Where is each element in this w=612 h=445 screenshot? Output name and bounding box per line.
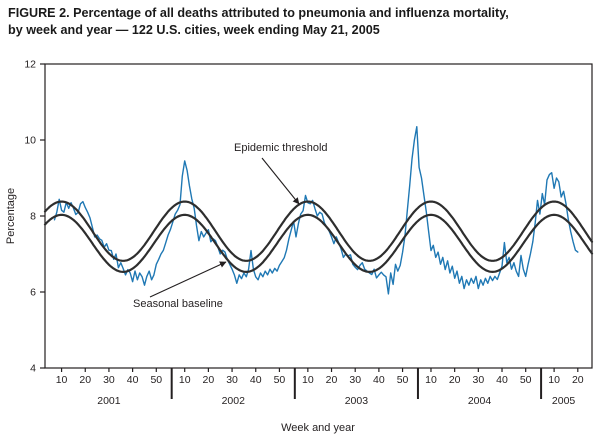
year-label: 2005 (552, 395, 576, 407)
x-tick-label: 50 (520, 374, 532, 386)
series-epidemic-threshold (43, 200, 594, 262)
y-axis-title: Percentage (5, 188, 17, 244)
data-series (43, 126, 594, 295)
figure-title-line2: by week and year — 122 U.S. cities, week… (8, 23, 380, 37)
curve-annotations: Epidemic threshold Seasonal baseline (133, 142, 328, 310)
plot-frame (44, 63, 593, 369)
epidemic-threshold-arrow (261, 157, 300, 205)
series-observed (53, 126, 579, 295)
x-tick-label: 20 (326, 374, 338, 386)
x-tick-label: 50 (274, 374, 286, 386)
y-tick-label: 8 (30, 211, 36, 223)
year-label: 2002 (222, 395, 246, 407)
y-tick-label: 12 (24, 59, 36, 71)
x-tick-label: 20 (79, 374, 91, 386)
x-tick-label: 40 (496, 374, 508, 386)
x-axis-title: Week and year (281, 422, 355, 434)
year-labels: 2001 2002 2003 2004 2005 (97, 395, 575, 407)
x-tick-label: 40 (250, 374, 262, 386)
x-tick-label: 30 (103, 374, 115, 386)
figure-title: FIGURE 2. Percentage of all deaths attri… (8, 5, 608, 39)
x-tick-label: 30 (226, 374, 238, 386)
x-tick-label: 10 (548, 374, 560, 386)
series-seasonal-baseline (43, 213, 594, 273)
seasonal-baseline-arrow (149, 261, 227, 298)
x-tick-label: 20 (572, 374, 584, 386)
x-tick-label: 50 (150, 374, 162, 386)
y-tick-label: 4 (30, 363, 36, 375)
x-tick-label: 30 (472, 374, 484, 386)
x-tick-label: 40 (373, 374, 385, 386)
x-tick-label: 30 (349, 374, 361, 386)
year-separators (170, 368, 543, 399)
x-tick-label: 20 (203, 374, 215, 386)
x-tick-label: 40 (127, 374, 139, 386)
seasonal-baseline-label: Seasonal baseline (133, 298, 223, 310)
x-axis-ticks: 10 20 30 40 50 10 20 30 40 50 10 20 30 40 50 10 20 30 40 50… (56, 368, 584, 386)
x-tick-label: 10 (302, 374, 314, 386)
y-axis-ticks: 4 6 8 10 12 (24, 59, 45, 375)
epidemic-threshold-label: Epidemic threshold (234, 142, 328, 154)
y-tick-label: 10 (24, 135, 36, 147)
year-label: 2004 (468, 395, 492, 407)
y-tick-label: 6 (30, 287, 36, 299)
x-tick-label: 10 (56, 374, 68, 386)
x-tick-label: 50 (397, 374, 409, 386)
year-label: 2001 (97, 395, 121, 407)
x-tick-label: 20 (449, 374, 461, 386)
x-tick-label: 10 (179, 374, 191, 386)
year-label: 2003 (345, 395, 369, 407)
x-tick-label: 10 (425, 374, 437, 386)
figure-title-line1: FIGURE 2. Percentage of all deaths attri… (8, 6, 509, 20)
